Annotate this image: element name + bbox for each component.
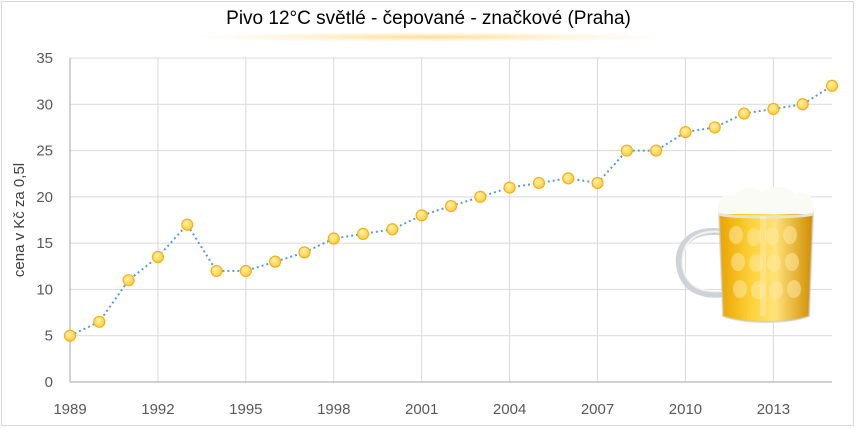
data-point [444,200,458,213]
data-point [327,232,340,245]
x-tick-label: 1995 [229,401,262,418]
data-point [356,227,370,240]
title-glow [200,32,657,42]
x-tick-label: 2007 [581,401,614,418]
data-point [825,79,839,92]
y-tick-label: 20 [36,189,53,206]
chart-title-area: Pivo 12°C světlé - čepované - značkové (… [200,4,657,42]
x-tick-label: 2013 [757,401,790,418]
y-tick-labels: 0 5 10 15 20 25 30 35 [36,50,53,391]
data-point [679,125,692,139]
beer-mug-icon [675,186,815,323]
data-point [210,264,223,278]
y-tick-label: 0 [45,374,53,391]
y-tick-label: 10 [36,281,53,298]
data-point [269,255,282,268]
data-point [737,107,751,120]
x-tick-labels: 1989 1992 1995 1998 2001 2004 2007 2010 2013 [53,401,790,418]
data-point [122,274,135,287]
y-tick-label: 25 [36,143,53,160]
data-point [503,181,516,194]
data-point [298,246,311,259]
x-tick-label: 1989 [53,401,86,418]
x-tick-label: 1992 [141,401,174,418]
y-tick-label: 5 [45,328,53,345]
data-point [532,176,546,190]
data-point [591,176,604,190]
y-axis-label: cena v Kč za 0,5l [11,163,28,277]
data-point [767,102,780,116]
chart-title: Pivo 12°C světlé - čepované - značkové (… [226,8,631,29]
y-tick-label: 35 [36,50,53,67]
data-point [386,223,399,236]
x-tick-label: 2010 [669,401,702,418]
axes [69,58,832,383]
data-point [415,209,428,222]
y-tick-label: 30 [36,96,53,113]
x-tick-label: 1998 [317,401,350,418]
data-point [63,329,77,342]
data-point [474,190,487,203]
data-point [650,144,663,157]
data-point [562,172,575,185]
data-point [796,98,809,111]
data-point [239,264,252,278]
data-point [708,121,721,134]
x-tick-label: 2004 [493,401,526,418]
data-points [63,79,839,342]
data-point [151,250,165,264]
y-tick-label: 15 [36,235,53,252]
x-tick-label: 2001 [405,401,438,418]
data-point [181,218,194,231]
data-point [93,315,106,328]
data-point [620,144,633,157]
